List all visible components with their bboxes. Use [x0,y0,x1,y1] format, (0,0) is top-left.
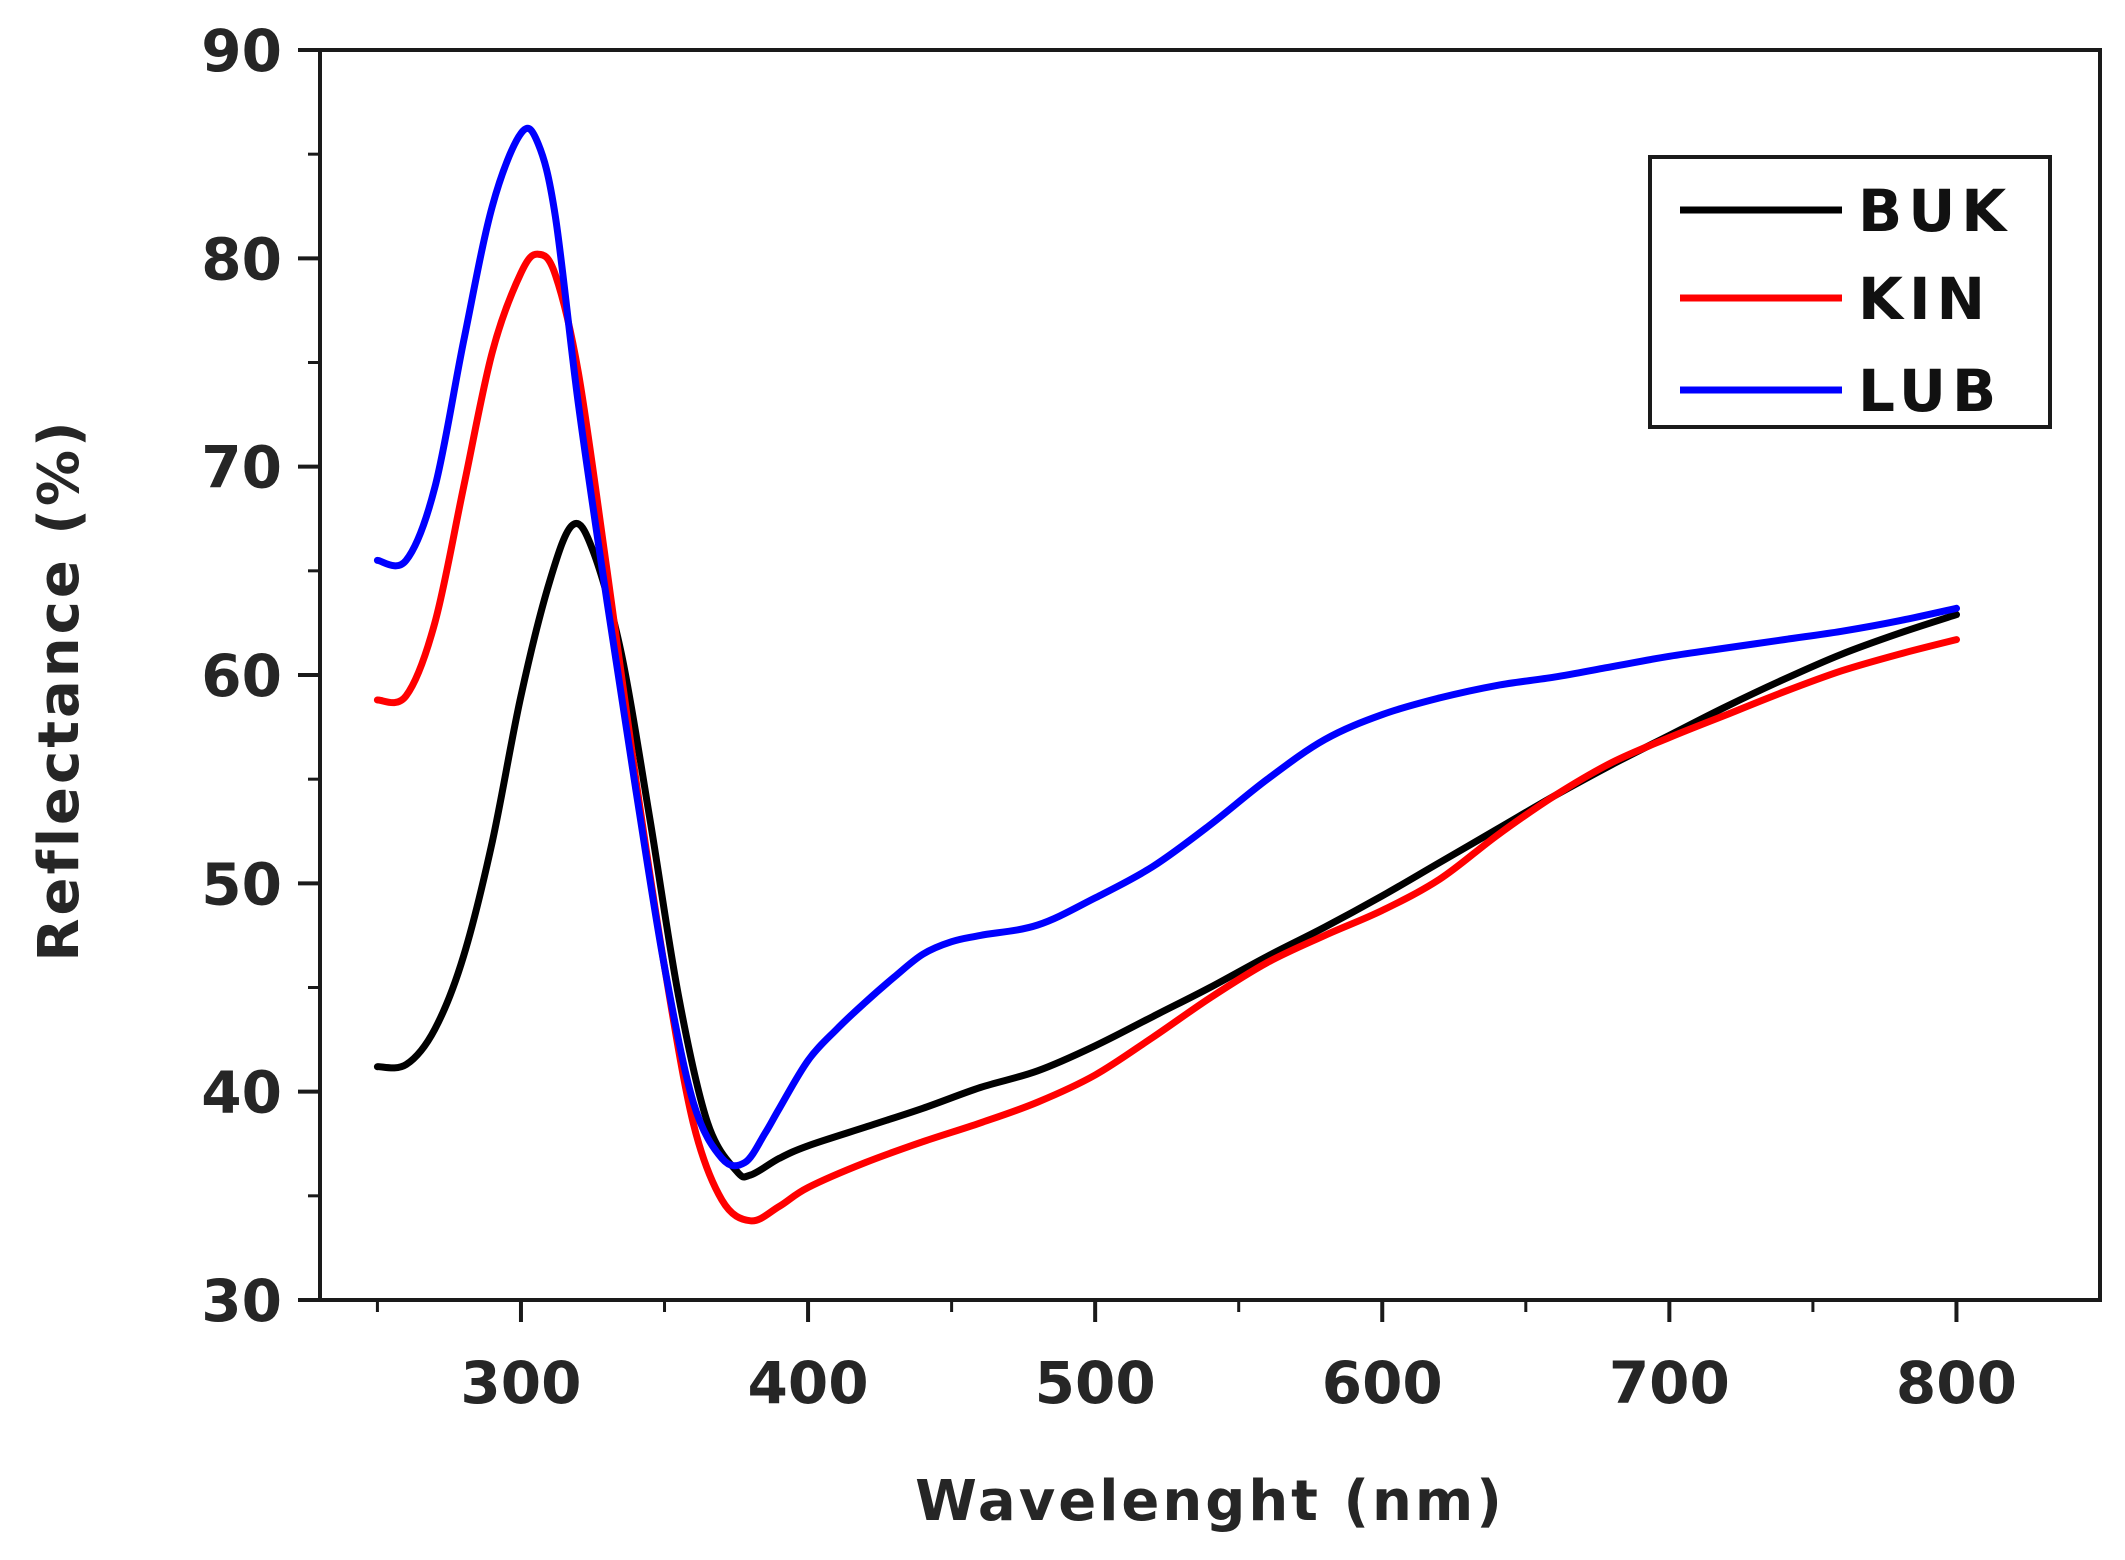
series-line-kin [373,250,1960,1225]
x-tick-label: 400 [748,1349,869,1417]
x-tick-label: 300 [460,1349,581,1417]
series-line-lub [373,124,1960,1170]
x-axis: 300 400 500 600 700 800 [375,1300,2017,1417]
y-tick-label: 80 [201,225,282,293]
x-axis-title: Wavelenght (nm) [915,1469,1505,1534]
legend: BUK KIN LUB [1648,155,2052,429]
x-tick-label: 500 [1035,1349,1156,1417]
y-tick-label: 70 [201,434,282,502]
y-tick-label: 40 [201,1059,282,1127]
legend-label-buk: BUK [1858,177,2012,245]
x-tick-label: 600 [1322,1349,1443,1417]
series-layer [373,124,1960,1225]
y-tick-label: 90 [201,17,282,85]
y-tick-label: 30 [201,1267,282,1335]
legend-box [1648,155,2052,429]
y-axis: 30 40 50 60 70 80 90 [201,17,320,1335]
legend-label-kin: KIN [1858,265,1991,333]
y-tick-label: 50 [201,850,282,918]
x-tick-label: 700 [1609,1349,1730,1417]
y-axis-title: Reflectance (%) [27,418,92,961]
y-tick-label: 60 [201,642,282,710]
x-tick-label: 800 [1896,1349,2017,1417]
legend-label-lub: LUB [1858,357,2002,425]
